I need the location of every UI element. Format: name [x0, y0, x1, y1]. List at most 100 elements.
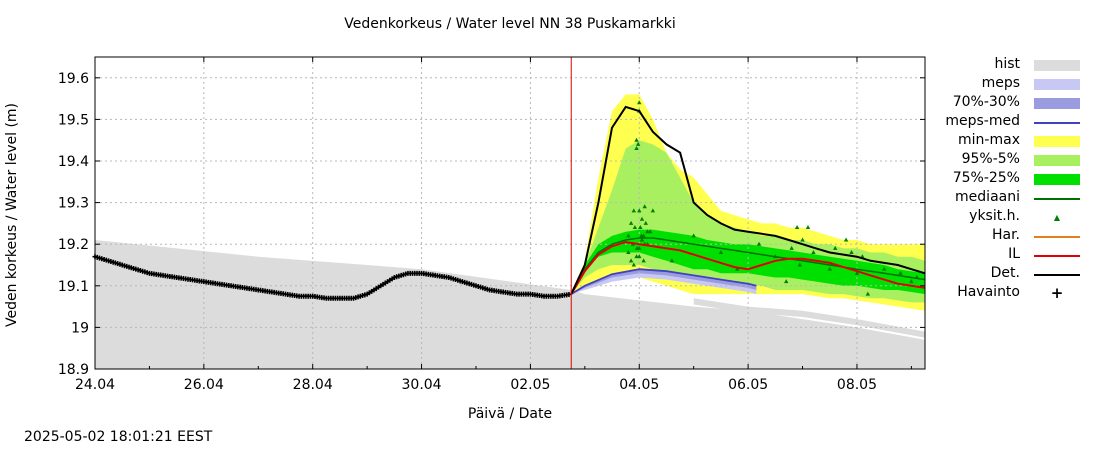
legend-label: 70%-30%	[952, 94, 1020, 110]
yksit-point	[865, 291, 871, 296]
yksit-point	[784, 279, 789, 284]
legend-label: meps-med	[945, 113, 1020, 129]
yksit-point	[909, 279, 914, 284]
yksit-point	[637, 254, 642, 259]
yksit-point	[811, 250, 816, 255]
yksit-point	[691, 233, 696, 238]
legend-item: min-max	[940, 132, 1090, 151]
legend-item: Det.	[940, 265, 1090, 284]
yksit-point	[650, 208, 656, 213]
legend-item: 75%-25%	[940, 170, 1090, 189]
yksit-point	[637, 208, 642, 213]
yksit-point	[634, 245, 640, 250]
yksit-point	[800, 237, 805, 242]
yksit-point	[639, 237, 645, 242]
series-il-line	[570, 241, 926, 295]
yksit-point	[637, 100, 642, 105]
y-axis-label-text: Veden korkeus / Water level (m)	[4, 103, 20, 327]
legend-triangle-swatch: ▲	[1053, 213, 1061, 222]
series-mediaani-line	[570, 237, 926, 295]
plot-frame	[94, 56, 926, 370]
legend-item: 70%-30%	[940, 94, 1090, 113]
plot-area	[92, 57, 926, 370]
y-tick-label: 19.1	[58, 279, 89, 295]
yksit-point	[639, 233, 644, 238]
x-tick-label: 02.05	[510, 377, 550, 393]
legend-item: meps-med	[940, 113, 1090, 132]
legend-swatch	[1034, 174, 1080, 185]
x-tick-label: 28.04	[293, 377, 333, 393]
legend-swatch	[1034, 98, 1080, 109]
hist-lower-band	[693, 298, 925, 338]
legend-label: mediaani	[955, 189, 1020, 205]
legend-item: yksit.h. ▲	[940, 208, 1090, 227]
axes: 24.04 26.04 28.04 30.04 02.05 04.05 06.05 08.05…	[58, 56, 926, 393]
legend-label: 75%-25%	[952, 170, 1020, 186]
legend-label: IL	[1008, 246, 1020, 262]
yksit-point	[794, 225, 800, 230]
yksit-point	[898, 270, 903, 275]
yksit-point	[626, 233, 631, 238]
legend-item: Har.	[940, 227, 1090, 246]
legend-line-swatch	[1034, 236, 1080, 238]
yksit-point	[639, 216, 645, 221]
yksit-point	[634, 146, 639, 151]
x-tick-label: 04.05	[619, 377, 659, 393]
yksit-point	[756, 241, 762, 246]
legend-swatch	[1034, 155, 1080, 166]
legend-line-swatch	[1034, 198, 1080, 200]
y-tick-label: 19.5	[58, 112, 89, 128]
y-tick-label: 19.2	[58, 237, 89, 253]
x-tick-label: 06.05	[728, 377, 768, 393]
legend-label: Det.	[990, 265, 1020, 281]
series-mepsmed-line	[570, 268, 757, 295]
hist-band	[95, 240, 925, 369]
yksit-point	[827, 266, 832, 271]
legend-item: Havainto +	[940, 284, 1090, 303]
y-tick-label: 18.9	[58, 362, 89, 378]
yksit-point	[735, 266, 740, 271]
yksit-point	[832, 245, 838, 250]
legend-label: min-max	[958, 132, 1020, 148]
x-axis-label: Päivä / Date	[467, 406, 553, 422]
legend-item: mediaani	[940, 189, 1090, 208]
yksit-point	[631, 208, 637, 213]
legend-line-swatch	[1034, 255, 1080, 257]
yksit-point	[642, 204, 647, 209]
series-det-line	[570, 105, 926, 295]
yksit-point	[797, 262, 803, 267]
legend-label: hist	[994, 56, 1020, 72]
legend-item: 95%-5%	[940, 151, 1090, 170]
legend-plus-swatch: +	[1050, 284, 1064, 302]
y-tick-label: 19.6	[58, 71, 89, 87]
y-tick-label: 19.3	[58, 196, 89, 212]
timestamp: 2025-05-02 18:01:21 EEST	[24, 429, 213, 445]
legend-swatch	[1034, 60, 1080, 71]
legend: hist meps 70%-30% meps-med min-max 95%-5% 75%-…	[940, 56, 1090, 303]
yksit-point	[643, 220, 648, 225]
yksit-point	[849, 250, 854, 255]
meps-70-30-band	[571, 269, 757, 295]
observation-point	[566, 291, 572, 297]
y-tick-label: 19.4	[58, 154, 89, 170]
x-tick-label: 30.04	[402, 377, 442, 393]
yksit-point	[635, 141, 641, 146]
legend-swatch	[1034, 136, 1080, 147]
legend-line-swatch	[1034, 122, 1080, 124]
yksit-point	[628, 220, 634, 225]
chart-title: Vedenkorkeus / Water level NN 38 Puskama…	[344, 16, 676, 32]
yksit-point	[634, 137, 639, 142]
y-tick-label: 19	[71, 320, 89, 336]
yksit-point	[638, 225, 643, 230]
legend-swatch	[1034, 79, 1080, 90]
yksit-point	[641, 258, 646, 263]
legend-label: meps	[981, 75, 1020, 91]
legend-line-swatch	[1034, 274, 1080, 276]
x-tick-label: 24.04	[75, 377, 115, 393]
yksit-point	[881, 266, 887, 271]
p75-25-band	[571, 229, 925, 295]
x-tick-label: 26.04	[184, 377, 224, 393]
yksit-point	[645, 229, 650, 234]
legend-label: yksit.h.	[969, 208, 1020, 224]
